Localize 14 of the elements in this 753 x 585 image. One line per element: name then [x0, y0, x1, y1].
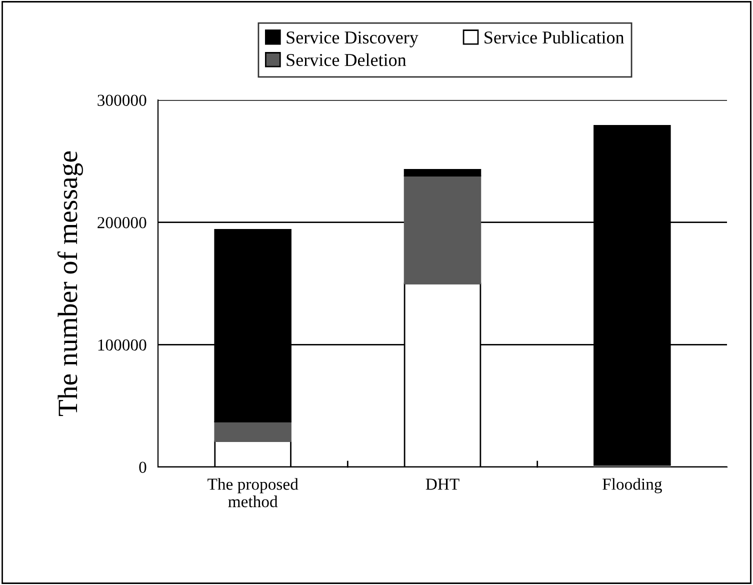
y-tick-label: 100000 [98, 339, 146, 351]
y-tick-label: 300000 [98, 94, 146, 106]
legend-label: Service Discovery [286, 31, 418, 48]
legend-label: Service Publication [484, 30, 624, 44]
y-axis-title: The number of message [57, 151, 83, 416]
x-tick-label: Flooding [602, 478, 662, 494]
y-tick-label: 200000 [98, 217, 146, 228]
bar [214, 421, 292, 442]
x-tick-label: DHT [426, 478, 460, 490]
y-tick-label: 0 [139, 462, 146, 473]
legend-label: Service Deletion [286, 53, 406, 66]
bar [404, 175, 482, 284]
x-tick-label: The proposed method [208, 478, 298, 508]
bar [404, 169, 482, 177]
